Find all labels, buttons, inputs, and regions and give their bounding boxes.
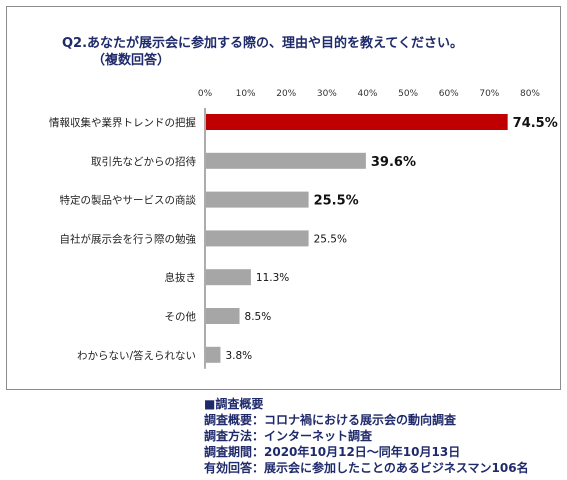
chart-frame bbox=[6, 6, 561, 390]
data-label: 11.3% bbox=[256, 272, 289, 284]
question-title: Q2.あなたが展示会に参加する際の、理由や目的を教えてください。 bbox=[62, 36, 463, 51]
x-tick-label: 40% bbox=[357, 89, 377, 99]
data-label: 3.8% bbox=[225, 350, 252, 362]
bar bbox=[206, 191, 309, 208]
x-tick-label: 10% bbox=[236, 89, 256, 99]
category-label: 特定の製品やサービスの商談 bbox=[60, 194, 197, 207]
bar bbox=[206, 114, 508, 130]
data-label: 25.5% bbox=[314, 194, 359, 209]
category-label: 情報収集や業界トレンドの把握 bbox=[49, 116, 196, 129]
bar bbox=[206, 269, 251, 286]
category-label: 自社が展示会を行う際の勉強 bbox=[60, 232, 197, 245]
data-label: 74.5% bbox=[513, 116, 558, 131]
category-label: 息抜き bbox=[165, 271, 197, 284]
x-tick-label: 70% bbox=[479, 89, 499, 99]
category-label: その他 bbox=[165, 310, 197, 323]
survey-heading: ■調査概要 bbox=[204, 397, 264, 411]
survey-line: 調査概要：コロナ禍における展示会の動向調査 bbox=[204, 413, 457, 427]
data-label: 8.5% bbox=[245, 311, 272, 323]
survey-notes: ■調査概要 調査概要：コロナ禍における展示会の動向調査 調査方法：インターネット… bbox=[204, 396, 529, 476]
data-label: 25.5% bbox=[314, 233, 347, 245]
survey-line: 調査方法：インターネット調査 bbox=[204, 429, 373, 443]
x-tick-label: 0% bbox=[198, 89, 213, 99]
bar bbox=[206, 308, 240, 324]
x-tick-label: 80% bbox=[520, 89, 540, 99]
survey-line: 調査期間：2020年10月12日～同年10月13日 bbox=[204, 445, 461, 459]
bar bbox=[206, 152, 366, 169]
question-subtitle: （複数回答） bbox=[92, 53, 171, 68]
bar-chart: 0% 10% 20% 30% 40% 50% 60% 70% 80% 情報収集や業界トレンドの把握… bbox=[49, 89, 558, 369]
category-label: 取引先などからの招待 bbox=[91, 155, 196, 168]
x-tick-label: 50% bbox=[398, 89, 418, 99]
bar bbox=[206, 230, 309, 247]
bar bbox=[206, 346, 221, 363]
x-tick-label: 20% bbox=[276, 89, 296, 99]
category-label: わからない/答えられない bbox=[77, 349, 196, 362]
x-tick-label: 60% bbox=[439, 89, 459, 99]
x-tick-label: 30% bbox=[317, 89, 337, 99]
data-label: 39.6% bbox=[371, 155, 416, 170]
survey-line: 有効回答：展示会に参加したことのあるビジネスマン106名 bbox=[204, 461, 529, 475]
